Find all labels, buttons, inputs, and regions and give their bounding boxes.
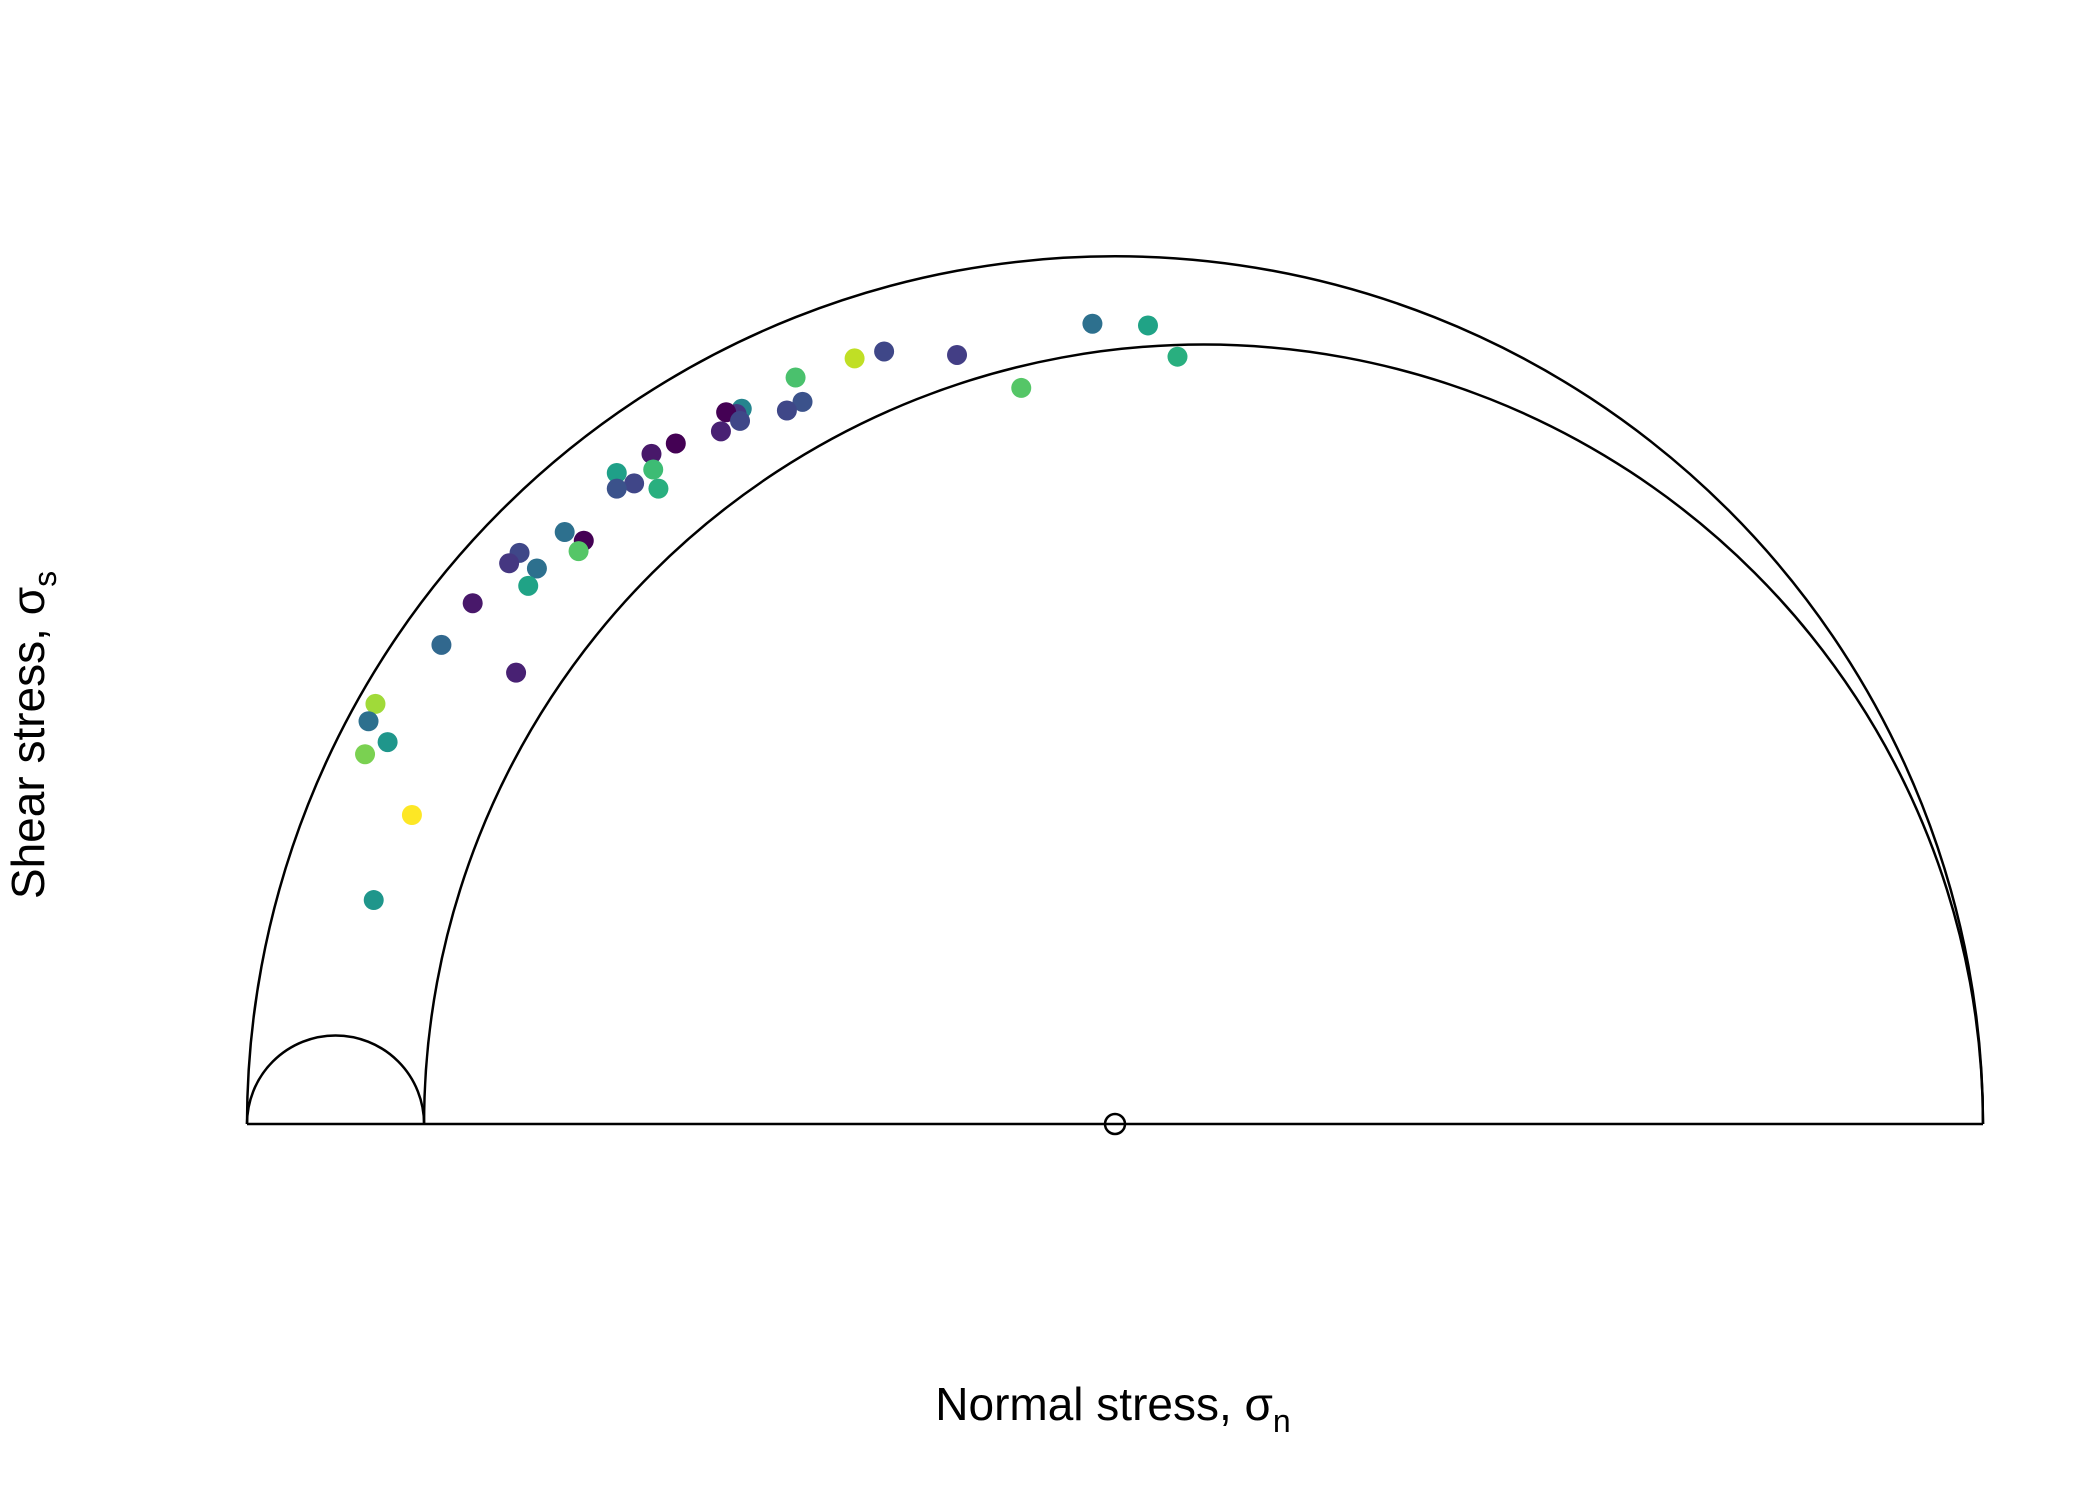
data-point-19 (606, 463, 627, 483)
data-point-16 (665, 433, 686, 454)
data-point-29 (518, 575, 539, 596)
data-point-34 (358, 711, 379, 732)
mohr-circle-sigma1-sigma3 (245, 254, 1985, 1125)
data-point-36 (355, 744, 376, 765)
center-marker (1103, 1112, 1127, 1136)
data-point-25 (568, 541, 589, 562)
data-point-22 (606, 478, 627, 499)
data-point-5 (947, 344, 968, 365)
data-point-30 (462, 593, 483, 614)
data-point-15 (710, 421, 731, 442)
data-point-37 (401, 804, 422, 825)
data-point-23 (554, 522, 575, 543)
data-point-3 (1167, 346, 1188, 367)
data-point-18 (643, 459, 664, 480)
data-point-4 (874, 341, 895, 362)
mohr-circle-sigma2-sigma3 (245, 1034, 426, 1125)
data-point-9 (792, 391, 813, 412)
data-point-1 (1082, 313, 1103, 334)
mohr-circles (245, 254, 1985, 1125)
data-point-38 (363, 890, 384, 911)
data-point-27 (526, 558, 547, 579)
data-point-10 (776, 400, 797, 421)
data-point-6 (844, 348, 865, 369)
data-point-14 (730, 410, 751, 431)
x-axis-label: Normal stress, σn (935, 1378, 1290, 1439)
y-axis-label: Shear stress, σs (2, 571, 63, 899)
plot-area (245, 254, 1985, 1136)
data-point-20 (648, 478, 669, 499)
data-point-35 (377, 732, 398, 753)
data-point-8 (1011, 377, 1032, 398)
data-point-2 (1137, 315, 1158, 336)
data-point-21 (624, 473, 645, 494)
data-point-17 (641, 443, 662, 464)
data-point-32 (506, 662, 527, 683)
data-point-33 (365, 693, 386, 714)
data-point-31 (431, 634, 452, 655)
data-point-7 (785, 367, 806, 388)
data-point-28 (499, 553, 520, 574)
mohr-circle-sigma1-sigma2 (422, 343, 1985, 1125)
data-points (355, 313, 1188, 911)
